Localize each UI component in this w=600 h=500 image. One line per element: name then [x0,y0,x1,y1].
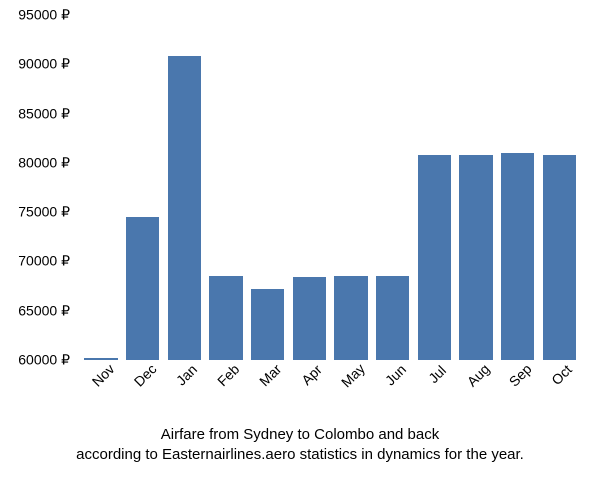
y-tick-label: 95000 ₽ [18,7,70,24]
x-tick-label: Mar [256,361,284,389]
bar-slot [122,15,164,360]
x-tick-label: Nov [89,361,118,390]
x-tick-label: Oct [548,361,575,388]
x-label-slot: Jan [163,362,205,422]
x-tick-label: Feb [214,361,242,389]
bar-slot [455,15,497,360]
x-label-slot: Apr [288,362,330,422]
x-label-slot: Sep [497,362,539,422]
bar [459,155,492,360]
x-label-slot: Dec [122,362,164,422]
bar-slot [413,15,455,360]
x-label-slot: May [330,362,372,422]
x-tick-label: Jan [173,361,200,388]
chart-container: 60000 ₽ 65000 ₽ 70000 ₽ 75000 ₽ 80000 ₽ 85000… [0,0,600,500]
x-tick-label: Sep [505,361,534,390]
bar [293,277,326,360]
x-label-slot: Mar [247,362,289,422]
bar-slot [538,15,580,360]
bar [84,358,117,360]
x-label-slot: Jul [413,362,455,422]
bar-slot [247,15,289,360]
x-label-slot: Nov [80,362,122,422]
x-tick-label: May [338,360,368,390]
x-label-slot: Aug [455,362,497,422]
bar [376,276,409,360]
x-tick-label: Jul [425,362,449,386]
bar-slot [80,15,122,360]
bar [209,276,242,360]
y-tick-label: 85000 ₽ [18,105,70,122]
y-tick-label: 75000 ₽ [18,204,70,221]
y-tick-label: 65000 ₽ [18,302,70,319]
bars-group [80,15,580,360]
x-tick-label: Aug [464,361,493,390]
x-label-slot: Feb [205,362,247,422]
bar [126,217,159,360]
x-tick-label: Apr [298,361,325,388]
y-axis: 60000 ₽65000 ₽70000 ₽75000 ₽80000 ₽85000… [0,15,75,360]
bar-slot [288,15,330,360]
x-axis: Nov Dec Jan Feb Mar Apr May Jun Jul Aug Sep Oct [80,362,580,422]
x-label-slot: Oct [538,362,580,422]
bar [334,276,367,360]
y-tick-label: 90000 ₽ [18,56,70,73]
caption-line-2: according to Easternairlines.aero statis… [76,446,524,463]
chart-caption: Airfare from Sydney to Colombo and back … [0,425,600,464]
x-label-slot: Jun [372,362,414,422]
y-tick-label: 60000 ₽ [18,352,70,369]
bar [543,155,576,360]
bar-slot [330,15,372,360]
bar [418,155,451,360]
y-tick-label: 70000 ₽ [18,253,70,270]
bar-slot [497,15,539,360]
plot-area [80,15,580,360]
x-tick-label: Dec [130,361,159,390]
caption-line-1: Airfare from Sydney to Colombo and back [161,426,439,443]
y-tick-label: 80000 ₽ [18,154,70,171]
bar-slot [205,15,247,360]
bar [501,153,534,360]
bar [168,56,201,360]
bar [251,289,284,360]
bar-slot [372,15,414,360]
bar-slot [163,15,205,360]
x-tick-label: Jun [381,361,408,388]
